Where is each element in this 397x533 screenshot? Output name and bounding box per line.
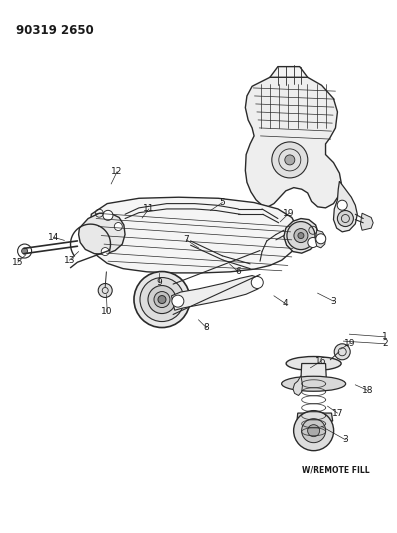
Text: W/REMOTE FILL: W/REMOTE FILL	[302, 466, 369, 474]
Polygon shape	[293, 376, 303, 395]
Circle shape	[251, 277, 263, 288]
Polygon shape	[79, 213, 125, 254]
Circle shape	[101, 247, 109, 256]
Text: 19: 19	[283, 209, 295, 217]
Text: 90319 2650: 90319 2650	[16, 24, 94, 37]
Text: 3: 3	[343, 435, 348, 444]
Ellipse shape	[286, 357, 341, 370]
Circle shape	[114, 222, 122, 231]
Text: 10: 10	[102, 308, 113, 316]
Text: 14: 14	[48, 233, 59, 241]
Polygon shape	[284, 219, 318, 253]
Polygon shape	[172, 276, 260, 310]
Circle shape	[285, 155, 295, 165]
Text: 5: 5	[220, 198, 225, 207]
Polygon shape	[333, 181, 357, 232]
Text: 12: 12	[112, 167, 123, 176]
Circle shape	[337, 211, 353, 227]
Circle shape	[302, 418, 326, 443]
Circle shape	[316, 234, 326, 244]
Circle shape	[148, 286, 176, 313]
Text: 8: 8	[204, 324, 209, 332]
Circle shape	[103, 211, 113, 220]
Text: 15: 15	[12, 258, 23, 266]
Polygon shape	[360, 213, 373, 230]
Circle shape	[158, 295, 166, 304]
Circle shape	[334, 344, 350, 360]
Circle shape	[294, 410, 333, 451]
Circle shape	[98, 284, 112, 297]
Circle shape	[308, 425, 320, 437]
Ellipse shape	[281, 376, 346, 391]
Circle shape	[337, 200, 347, 210]
Circle shape	[272, 142, 308, 178]
Text: 13: 13	[64, 256, 75, 264]
Circle shape	[154, 292, 170, 308]
Circle shape	[308, 238, 318, 247]
Text: 7: 7	[184, 236, 189, 244]
Polygon shape	[301, 364, 326, 379]
Text: 11: 11	[143, 205, 154, 213]
Circle shape	[287, 222, 315, 249]
Text: 18: 18	[362, 386, 373, 394]
Circle shape	[140, 278, 184, 321]
Text: 3: 3	[331, 297, 336, 305]
Polygon shape	[245, 77, 341, 208]
Text: 1: 1	[382, 333, 388, 341]
Polygon shape	[270, 67, 308, 85]
Text: 2: 2	[382, 340, 388, 348]
Text: 6: 6	[235, 268, 241, 276]
Circle shape	[17, 244, 32, 258]
Text: 16: 16	[315, 357, 326, 366]
Circle shape	[294, 229, 308, 243]
Circle shape	[172, 295, 184, 307]
Text: 19: 19	[344, 340, 355, 348]
Circle shape	[21, 248, 28, 254]
Text: 9: 9	[156, 278, 162, 287]
Circle shape	[298, 232, 304, 239]
Circle shape	[134, 271, 190, 328]
Polygon shape	[91, 197, 298, 273]
Polygon shape	[315, 230, 326, 248]
Polygon shape	[297, 413, 333, 421]
Text: 17: 17	[332, 409, 343, 417]
Text: 4: 4	[283, 300, 289, 308]
